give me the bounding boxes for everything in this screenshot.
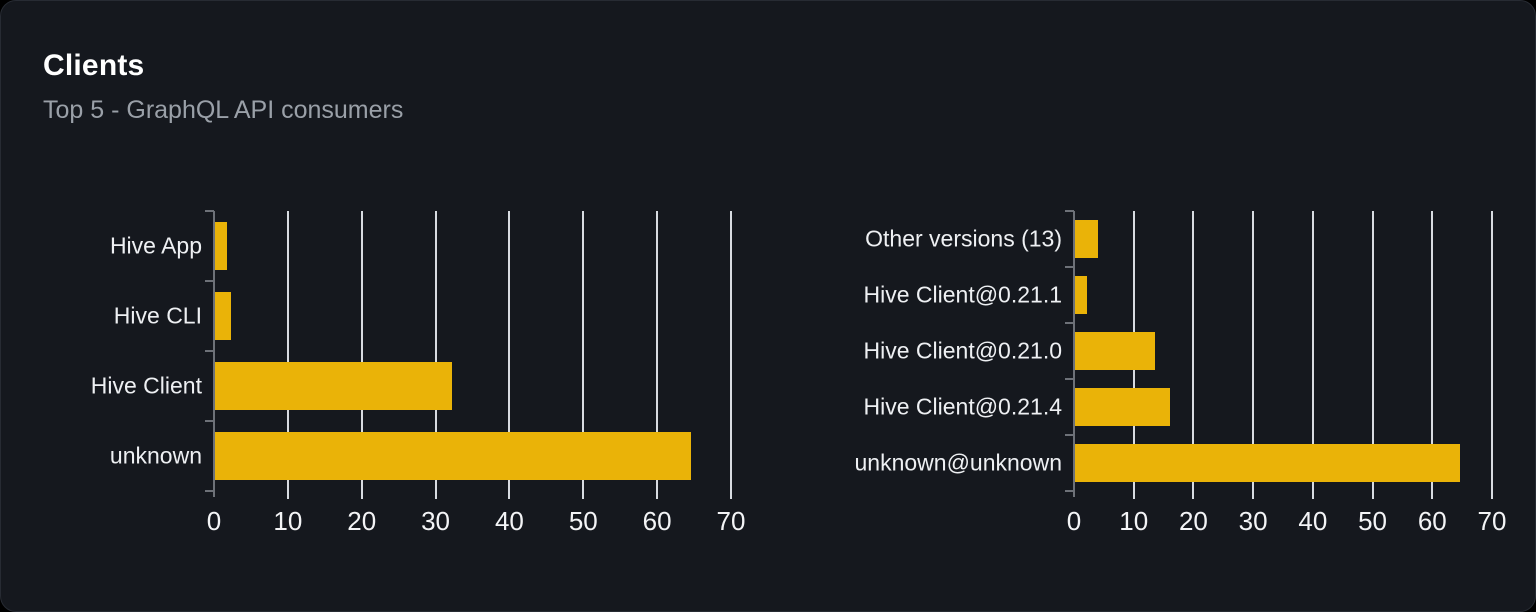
category-label: unknown@unknown bbox=[854, 449, 1062, 476]
bar[interactable] bbox=[215, 432, 691, 480]
gridline bbox=[1491, 211, 1493, 499]
gridline bbox=[1252, 211, 1255, 499]
x-tick-label: 30 bbox=[1238, 506, 1268, 536]
y-axis-band-tick bbox=[1065, 490, 1074, 492]
y-axis-line bbox=[213, 211, 215, 497]
x-tick-label: 10 bbox=[1119, 506, 1149, 536]
category-label: Hive CLI bbox=[113, 302, 202, 329]
gridline bbox=[508, 211, 511, 499]
x-tick-label: 20 bbox=[1178, 506, 1208, 536]
category-label: Hive App bbox=[109, 232, 202, 259]
x-tick-label: 60 bbox=[642, 506, 672, 536]
x-tick-label: 50 bbox=[568, 506, 598, 536]
gridline bbox=[434, 211, 437, 499]
bar[interactable] bbox=[1075, 220, 1099, 258]
x-tick-label: 0 bbox=[1066, 506, 1082, 536]
x-tick-label: 30 bbox=[421, 506, 451, 536]
gridline bbox=[1192, 211, 1195, 499]
bar[interactable] bbox=[1075, 276, 1087, 314]
y-axis-band-tick bbox=[205, 490, 214, 492]
gridline bbox=[1431, 211, 1434, 499]
y-axis-band-tick bbox=[1065, 434, 1074, 436]
page-title: Clients bbox=[43, 49, 145, 82]
y-axis-band-tick bbox=[205, 280, 214, 282]
gridline bbox=[1311, 211, 1314, 499]
category-label: Hive Client@0.21.1 bbox=[863, 281, 1063, 308]
x-tick-label: 70 bbox=[1477, 506, 1507, 536]
x-tick-label: 70 bbox=[716, 506, 746, 536]
gridline bbox=[730, 211, 732, 499]
y-axis-line bbox=[1073, 211, 1075, 497]
x-tick-label: 0 bbox=[206, 506, 222, 536]
y-axis-band-tick bbox=[205, 420, 214, 422]
gridline bbox=[360, 211, 363, 499]
category-label: unknown bbox=[109, 442, 202, 469]
x-tick-label: 40 bbox=[494, 506, 524, 536]
bar[interactable] bbox=[215, 292, 232, 340]
bar[interactable] bbox=[1075, 444, 1461, 482]
y-axis-band-tick bbox=[1065, 210, 1074, 212]
x-tick-label: 40 bbox=[1298, 506, 1328, 536]
x-tick-label: 50 bbox=[1358, 506, 1388, 536]
category-label: Hive Client bbox=[90, 372, 202, 399]
y-axis-band-tick bbox=[1065, 322, 1074, 324]
x-tick-label: 20 bbox=[347, 506, 377, 536]
category-label: Hive Client@0.21.0 bbox=[863, 337, 1063, 364]
bar[interactable] bbox=[215, 222, 227, 270]
gridline bbox=[582, 211, 585, 499]
category-label: Hive Client@0.21.4 bbox=[863, 393, 1063, 420]
x-tick-label: 60 bbox=[1417, 506, 1447, 536]
y-axis-band-tick bbox=[1065, 378, 1074, 380]
category-label: Other versions (13) bbox=[865, 225, 1062, 252]
gridline bbox=[656, 211, 659, 499]
x-tick-label: 10 bbox=[273, 506, 303, 536]
y-axis-band-tick bbox=[205, 350, 214, 352]
gridline bbox=[1371, 211, 1374, 499]
y-axis-band-tick bbox=[205, 210, 214, 212]
page-subtitle: Top 5 - GraphQL API consumers bbox=[43, 96, 404, 124]
bar[interactable] bbox=[1075, 388, 1170, 426]
plot-area: 0 10 20 30 40 50 60 70 Other versions (13) Hive C… bbox=[855, 210, 1506, 536]
plot-area: 0 10 20 30 40 50 60 70 Hive App Hive CLI Hive Clie… bbox=[91, 210, 745, 536]
bar[interactable] bbox=[1075, 332, 1156, 370]
y-axis-band-tick bbox=[1065, 266, 1074, 268]
bar[interactable] bbox=[215, 362, 453, 410]
gridline bbox=[286, 211, 289, 499]
